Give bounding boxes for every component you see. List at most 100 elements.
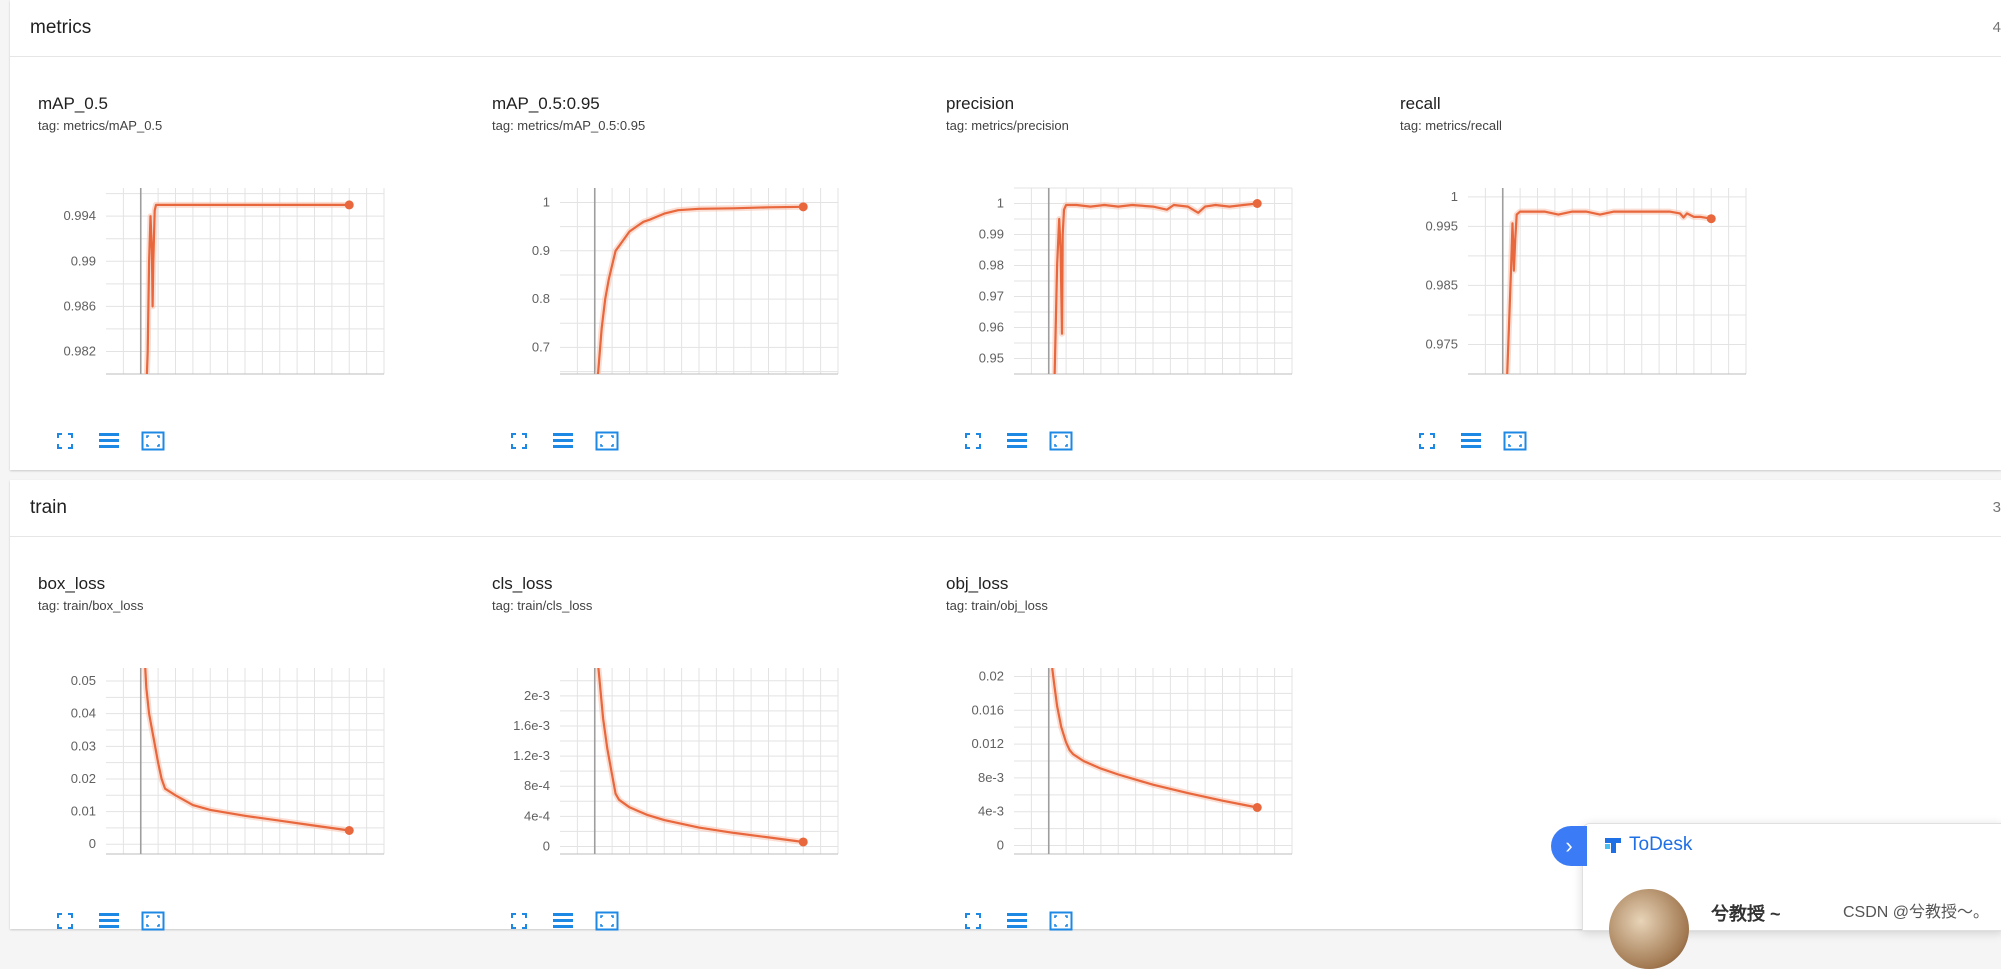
y-tick-label: 0.995 xyxy=(1425,218,1458,233)
y-tick-label: 0.9 xyxy=(532,243,550,258)
fullscreen-icon[interactable] xyxy=(50,906,80,936)
series-last-point xyxy=(344,200,354,210)
card-title: cls_loss xyxy=(492,574,553,593)
y-tick-label: 0 xyxy=(543,838,550,853)
fit-domain-icon[interactable] xyxy=(1500,426,1530,456)
series-raw-band xyxy=(142,668,350,834)
fullscreen-icon[interactable] xyxy=(504,906,534,936)
chart-toolbar xyxy=(50,426,168,460)
y-tick-label: 1 xyxy=(543,194,550,209)
y-tick-label: 0.98 xyxy=(979,258,1004,273)
todesk-popup[interactable]: › ToDesk 兮教授 ~ xyxy=(1551,823,2001,969)
toggle-log-scale-icon[interactable] xyxy=(94,906,124,936)
card-title: obj_loss xyxy=(946,574,1009,593)
y-tick-label: 0.994 xyxy=(63,208,96,223)
y-tick-label: 0.016 xyxy=(971,702,1004,717)
chart-toolbar xyxy=(958,426,1076,460)
avatar xyxy=(1609,889,1689,969)
section-title: metrics xyxy=(30,17,92,38)
todesk-name: ToDesk xyxy=(1629,834,1693,855)
chart-toolbar xyxy=(1412,426,1530,460)
todesk-user-name: 兮教授 ~ xyxy=(1711,904,1781,924)
toggle-log-scale-icon[interactable] xyxy=(94,426,124,456)
series-raw-band xyxy=(1049,668,1258,811)
series-line xyxy=(1051,668,1258,809)
toggle-log-scale-icon[interactable] xyxy=(1002,906,1032,936)
series-line xyxy=(596,205,804,374)
y-tick-label: 0.982 xyxy=(63,343,96,358)
chart-card-precision: precision tag: metrics/precision 0501001… xyxy=(918,80,1358,460)
fit-domain-icon[interactable] xyxy=(1046,426,1076,456)
series-line xyxy=(145,203,350,374)
train-section-header[interactable]: train 3 xyxy=(10,480,2001,537)
chart-card-map-0-5-0-95: mAP_0.5:0.95 tag: metrics/mAP_0.5:0.95 0… xyxy=(464,80,904,460)
y-tick-label: 4e-3 xyxy=(978,804,1004,819)
y-tick-label: 0.99 xyxy=(71,253,96,268)
y-tick-label: 0.01 xyxy=(71,804,96,819)
y-tick-label: 0.03 xyxy=(71,738,96,753)
y-tick-label: 8e-4 xyxy=(524,778,550,793)
series-last-point xyxy=(1252,803,1262,812)
series-last-point xyxy=(1252,199,1262,208)
chart-toolbar xyxy=(50,906,168,940)
toggle-log-scale-icon[interactable] xyxy=(1456,426,1486,456)
fullscreen-icon[interactable] xyxy=(1412,426,1442,456)
chart-card-cls-loss: cls_loss tag: train/cls_loss 05010015020… xyxy=(464,560,904,940)
y-tick-label: 0.012 xyxy=(971,736,1004,751)
y-tick-label: 0.02 xyxy=(979,668,1004,683)
fit-domain-icon[interactable] xyxy=(138,906,168,936)
toggle-log-scale-icon[interactable] xyxy=(1002,426,1032,456)
line-chart-box-loss: 05010015020025030000.010.020.030.040.05 xyxy=(71,668,385,855)
todesk-logo: ToDesk xyxy=(1603,834,1692,856)
fit-domain-icon[interactable] xyxy=(1046,906,1076,936)
y-tick-label: 0.975 xyxy=(1425,336,1458,351)
card-tag: tag: metrics/precision xyxy=(946,118,1069,133)
card-tag: tag: metrics/recall xyxy=(1400,118,1502,133)
y-tick-label: 1 xyxy=(1451,189,1458,204)
y-tick-label: 0 xyxy=(997,838,1004,853)
card-tag: tag: train/box_loss xyxy=(38,598,144,613)
fit-domain-icon[interactable] xyxy=(138,426,168,456)
series-last-point xyxy=(1706,214,1716,224)
y-tick-label: 0 xyxy=(89,836,96,851)
card-tag: tag: metrics/mAP_0.5:0.95 xyxy=(492,118,646,133)
line-chart-map-0-5-0-95: 0501001502002503000.70.80.91 xyxy=(532,188,839,375)
chevron-right-icon[interactable]: › xyxy=(1551,826,1587,866)
toggle-log-scale-icon[interactable] xyxy=(548,426,578,456)
metrics-section: metrics 4 mAP_0.5 tag: metrics/mAP_0.5 0… xyxy=(10,0,2001,470)
section-title: train xyxy=(30,497,67,518)
line-chart-obj-loss: 05010015020025030004e-38e-30.0120.0160.0… xyxy=(971,668,1293,855)
y-tick-label: 4e-4 xyxy=(524,808,550,823)
series-last-point xyxy=(798,202,808,212)
fullscreen-icon[interactable] xyxy=(50,426,80,456)
chart-card-obj-loss: obj_loss tag: train/obj_loss 05010015020… xyxy=(918,560,1358,940)
y-tick-label: 0.985 xyxy=(1425,277,1458,292)
series-raw-band xyxy=(595,668,804,845)
series-line xyxy=(1053,202,1258,374)
fullscreen-icon[interactable] xyxy=(958,426,988,456)
y-tick-label: 1 xyxy=(997,196,1004,211)
series-line xyxy=(144,668,350,832)
line-chart-precision: 0501001502002503000.950.960.970.980.991 xyxy=(979,187,1293,375)
series-line xyxy=(597,668,804,844)
fit-domain-icon[interactable] xyxy=(592,906,622,936)
y-tick-label: 0.986 xyxy=(63,298,96,313)
chart-card-map-0-5: mAP_0.5 tag: metrics/mAP_0.5 05010015020… xyxy=(10,80,450,460)
y-tick-label: 0.96 xyxy=(979,320,1004,335)
y-tick-label: 2e-3 xyxy=(524,688,550,703)
y-tick-label: 0.95 xyxy=(979,351,1004,366)
fullscreen-icon[interactable] xyxy=(504,426,534,456)
chart-card-recall: recall tag: metrics/recall 0501001502002… xyxy=(1372,80,1812,460)
chart-card-box-loss: box_loss tag: train/box_loss 05010015020… xyxy=(10,560,450,940)
fullscreen-icon[interactable] xyxy=(958,906,988,936)
metrics-section-header[interactable]: metrics 4 xyxy=(10,0,2001,57)
fit-domain-icon[interactable] xyxy=(592,426,622,456)
y-tick-label: 0.05 xyxy=(71,673,96,688)
y-tick-label: 1.2e-3 xyxy=(513,748,550,763)
card-tag: tag: train/cls_loss xyxy=(492,598,593,613)
chart-toolbar xyxy=(958,906,1076,940)
toggle-log-scale-icon[interactable] xyxy=(548,906,578,936)
watermark: CSDN @兮教授～。 xyxy=(1842,904,1989,921)
